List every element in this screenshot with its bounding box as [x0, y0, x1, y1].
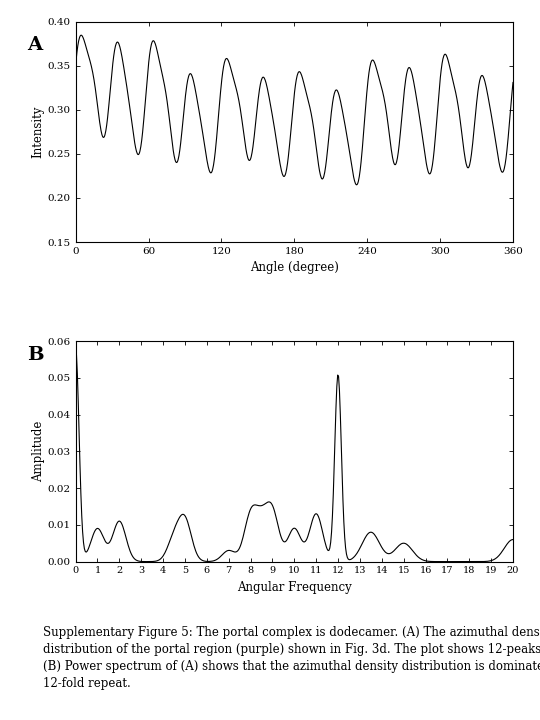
Y-axis label: Intensity: Intensity — [32, 106, 45, 158]
Text: B: B — [27, 346, 44, 364]
X-axis label: Angle (degree): Angle (degree) — [250, 261, 339, 274]
Text: Supplementary Figure 5: The portal complex is dodecamer. (A) The azimuthal densi: Supplementary Figure 5: The portal compl… — [43, 626, 540, 690]
Y-axis label: Amplitude: Amplitude — [32, 420, 45, 482]
X-axis label: Angular Frequency: Angular Frequency — [237, 581, 352, 594]
Text: A: A — [27, 36, 42, 54]
